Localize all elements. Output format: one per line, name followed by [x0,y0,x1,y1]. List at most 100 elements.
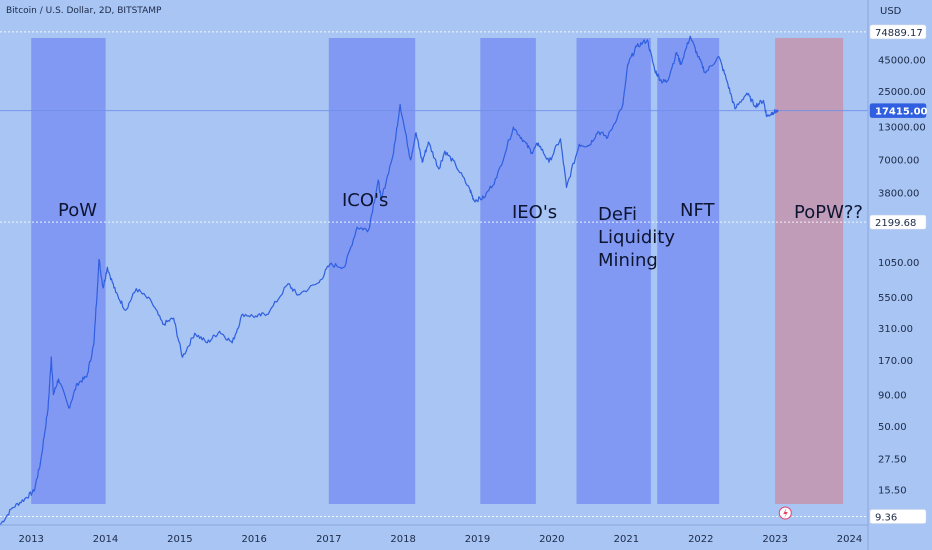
data-point [718,55,720,58]
band-1 [328,38,416,504]
data-point [377,179,379,181]
y-tick-label: 15.50 [878,485,907,496]
data-point [704,72,707,74]
data-point [421,161,423,163]
data-point [483,197,485,199]
x-tick-label: 2022 [688,534,713,545]
data-point [578,143,580,145]
price-guides [0,31,868,517]
data-point [636,46,638,48]
y-tick-label: 13000.00 [878,122,926,133]
lightning-glyph [783,508,788,518]
data-point [746,92,748,94]
y-tick-label: 7000.00 [878,156,919,167]
data-point [646,39,649,41]
price-label-box [869,24,927,40]
x-tick-label: 2020 [539,534,564,545]
data-point [676,52,678,54]
data-point [438,168,440,170]
data-point [444,150,446,152]
x-tick-label: 2018 [390,534,415,545]
data-point [318,281,320,283]
price-label-box [869,103,927,118]
data-point [76,383,78,385]
data-point [654,69,656,71]
data-point [173,317,175,319]
data-point [151,301,153,303]
data-point [356,226,358,228]
data-point [660,80,663,82]
data-point [777,110,779,112]
x-tick-label: 2023 [762,534,787,545]
data-point [537,142,539,144]
price-label: 74889.17 [875,28,923,39]
data-point [125,309,127,311]
band-label-1: ICO's [342,190,388,211]
price-label: 9.36 [875,513,897,524]
data-point [522,139,525,142]
data-point [287,283,289,285]
data-point [415,132,417,134]
data-point [512,126,514,128]
data-point [380,199,382,201]
x-tick-label: 2019 [465,534,490,545]
data-point [329,264,331,266]
data-point [697,56,699,58]
data-point [754,105,756,107]
data-point [162,323,164,325]
data-point [115,291,117,293]
data-point [496,177,498,179]
data-point [473,199,475,201]
data-point [607,136,609,138]
data-point [93,343,95,345]
data-point [24,498,26,500]
data-point [57,378,60,380]
data-point [454,163,457,166]
data-point [106,266,108,268]
y-tick-label: 170.00 [878,356,913,367]
y-tick-label: 90.00 [878,391,907,402]
y-tick-label: 50.00 [878,422,907,433]
data-point [565,186,568,188]
data-point [68,407,70,409]
data-point [344,266,346,268]
y-tick-label: 550.00 [878,293,913,304]
data-point [762,99,765,102]
data-point [297,294,299,296]
data-point [680,63,682,65]
price-label-box [869,509,927,524]
data-point [86,376,88,378]
data-point [50,356,52,358]
data-point [734,108,736,110]
x-tick-label: 2016 [241,534,266,545]
data-point [135,288,137,290]
data-point [39,463,41,465]
band-label-4: NFT [680,200,716,221]
data-point [206,342,208,344]
data-point [268,311,270,313]
y-tick-label: 3800.00 [878,189,919,200]
data-point [231,342,233,344]
data-point [11,507,13,509]
y-tick-label: 45000.00 [878,55,926,66]
data-point [469,189,471,191]
band-label-3: DeFi Liquidity Mining [598,204,675,271]
data-point [102,287,104,289]
data-point [399,103,401,106]
data-point [772,111,774,114]
band-label-0: PoW [58,200,97,221]
price-line [0,35,779,526]
data-point [393,151,395,154]
data-point [98,258,100,261]
data-point [531,151,533,154]
data-point [219,330,221,332]
x-tick-label: 2021 [614,534,639,545]
x-tick-label: 2024 [837,534,862,545]
data-point [52,393,55,396]
price-label-box [869,214,927,230]
data-point [367,229,370,231]
band-label-5: PoPW?? [794,202,863,223]
y-tick-label: 27.50 [878,454,907,465]
